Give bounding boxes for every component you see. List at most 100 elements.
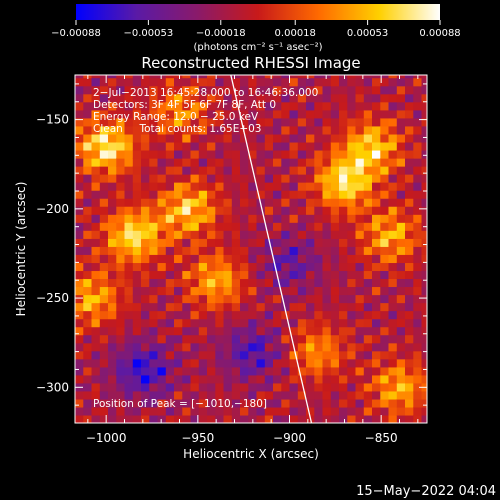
heatmap-cell <box>91 101 101 111</box>
heatmap-cell <box>330 398 340 408</box>
heatmap-cell <box>207 222 216 231</box>
heatmap-cell <box>157 326 167 336</box>
colorbar-tick-label: 0.00088 <box>419 28 460 39</box>
heatmap-cell <box>116 125 126 135</box>
heatmap-cell <box>256 318 266 328</box>
heatmap-cell <box>198 125 208 135</box>
heatmap-cell <box>75 174 84 183</box>
heatmap-cell <box>231 318 241 328</box>
heatmap-cell <box>215 294 225 304</box>
heatmap-cell <box>388 318 398 328</box>
heatmap-cell <box>83 133 93 143</box>
heatmap-cell <box>388 246 398 255</box>
heatmap-cell <box>215 382 225 392</box>
heatmap-cell <box>380 254 390 264</box>
heatmap-cell <box>339 310 348 320</box>
heatmap-cell <box>339 117 348 127</box>
heatmap-cell <box>421 75 427 79</box>
heatmap-cell <box>405 270 414 280</box>
heatmap-cell <box>165 85 175 95</box>
heatmap-cell <box>108 310 117 320</box>
heatmap-cell <box>124 141 134 151</box>
heatmap-cell <box>141 390 150 400</box>
heatmap-cell <box>347 93 357 103</box>
heatmap-cell <box>388 101 398 111</box>
heatmap-cell <box>157 174 167 183</box>
heatmap-cell <box>297 302 307 312</box>
heatmap-cell <box>231 214 241 223</box>
heatmap-cell <box>207 270 216 280</box>
heatmap-cell <box>380 93 390 103</box>
heatmap-cell <box>215 85 225 95</box>
heatmap-cell <box>314 342 324 352</box>
heatmap-cell <box>223 254 233 264</box>
heatmap-cell <box>190 294 200 304</box>
heatmap-cell <box>198 374 208 384</box>
heatmap-cell <box>182 374 192 384</box>
heatmap-cell <box>157 262 167 272</box>
heatmap-cell <box>91 182 101 191</box>
heatmap-cell <box>215 238 225 247</box>
heatmap-cell <box>273 198 282 207</box>
heatmap-cell <box>347 150 357 159</box>
heatmap-cell <box>405 358 414 368</box>
heatmap-cell <box>198 109 208 119</box>
heatmap-cell <box>347 374 357 384</box>
heatmap-cell <box>182 406 192 416</box>
heatmap-cell <box>256 166 266 175</box>
heatmap-cell <box>413 141 423 151</box>
heatmap-cell <box>124 302 134 312</box>
heatmap-cell <box>223 398 233 408</box>
heatmap-cell <box>223 334 233 344</box>
heatmap-cell <box>289 254 299 264</box>
heatmap-cell <box>347 75 357 79</box>
heatmap-cell <box>388 350 398 360</box>
heatmap-cell <box>190 334 200 344</box>
heatmap-cell <box>124 366 134 376</box>
heatmap-cell <box>157 398 167 408</box>
heatmap-cell <box>256 366 266 376</box>
heatmap-cell <box>347 85 357 95</box>
heatmap-cell <box>231 109 241 119</box>
heatmap-cell <box>215 150 225 159</box>
heatmap-cell <box>372 398 381 408</box>
heatmap-cell <box>421 366 427 376</box>
heatmap-cell <box>124 222 134 231</box>
heatmap-cell <box>314 222 324 231</box>
timestamp: 15−May−2022 04:04 <box>356 484 496 499</box>
heatmap-cell <box>149 206 159 215</box>
heatmap-cell <box>141 85 150 95</box>
heatmap-cell <box>363 206 373 215</box>
heatmap-cell <box>314 415 324 423</box>
heatmap-cell <box>108 270 117 280</box>
heatmap-cell <box>248 246 258 255</box>
heatmap-cell <box>116 117 126 127</box>
heatmap-cell <box>165 214 175 223</box>
heatmap-cell <box>396 390 406 400</box>
heatmap-cell <box>273 125 282 135</box>
heatmap-cell <box>256 230 266 239</box>
heatmap-cell <box>297 350 307 360</box>
heatmap-cell <box>363 358 373 368</box>
heatmap-cell <box>141 190 150 199</box>
heatmap-cell <box>380 117 390 127</box>
heatmap-cell <box>182 117 192 127</box>
heatmap-cell <box>330 350 340 360</box>
heatmap-cell <box>405 334 414 344</box>
heatmap-cell <box>314 101 324 111</box>
heatmap-cell <box>297 286 307 296</box>
heatmap-cell <box>215 174 225 183</box>
heatmap-cell <box>388 334 398 344</box>
heatmap-cell <box>421 77 427 87</box>
heatmap-cell <box>91 174 101 183</box>
heatmap-cell <box>289 350 299 360</box>
heatmap-cell <box>405 246 414 255</box>
heatmap-cell <box>165 238 175 247</box>
heatmap-cell <box>339 206 348 215</box>
heatmap-cell <box>240 358 249 368</box>
heatmap-cell <box>421 109 427 119</box>
heatmap-cell <box>91 294 101 304</box>
heatmap-cell <box>157 390 167 400</box>
heatmap-cell <box>413 101 423 111</box>
heatmap-cell <box>231 262 241 272</box>
